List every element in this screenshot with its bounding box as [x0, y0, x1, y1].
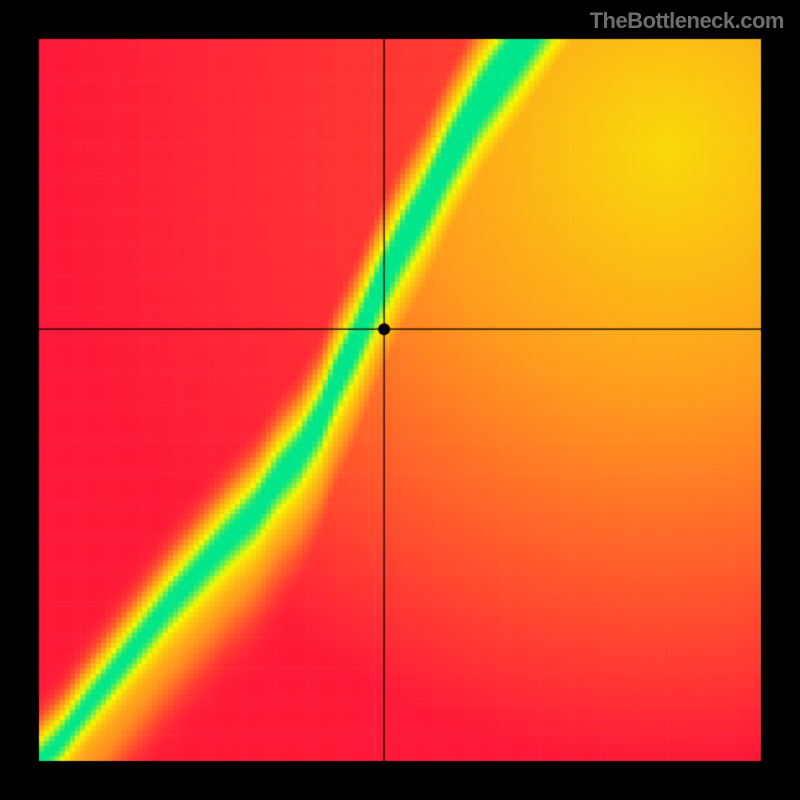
chart-container: TheBottleneck.com — [0, 0, 800, 800]
bottleneck-heatmap — [0, 0, 800, 800]
watermark-label: TheBottleneck.com — [590, 8, 784, 34]
